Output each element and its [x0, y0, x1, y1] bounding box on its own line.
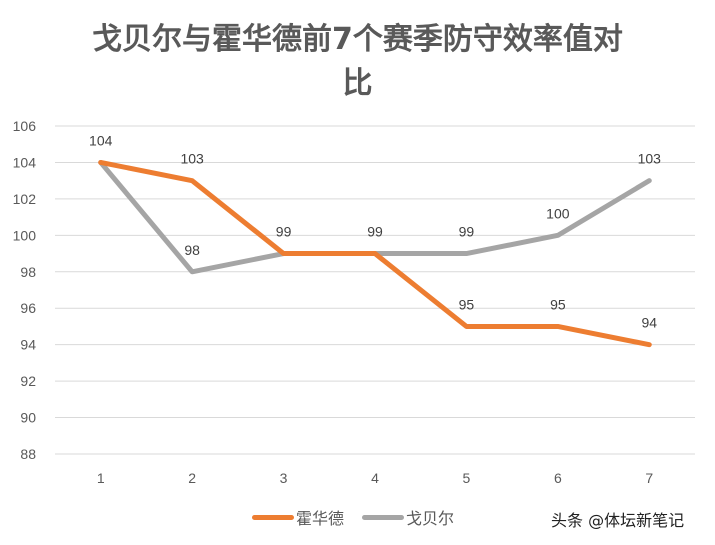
- y-tick-label: 90: [20, 410, 36, 426]
- legend: 霍华德 戈贝尔: [252, 505, 472, 529]
- chart-title-line1: 戈贝尔与霍华德前7个赛季防守效率值对: [92, 22, 623, 57]
- data-label: 95: [550, 296, 566, 312]
- y-tick-label: 100: [13, 227, 37, 243]
- data-label: 95: [459, 296, 475, 312]
- chart-title: 戈贝尔与霍华德前7个赛季防守效率值对 比: [0, 18, 715, 106]
- data-label: 94: [641, 315, 657, 331]
- data-label: 100: [546, 205, 570, 221]
- x-tick-label: 3: [280, 470, 288, 486]
- x-tick-label: 6: [554, 470, 562, 486]
- x-tick-label: 7: [645, 470, 653, 486]
- x-tick-label: 1: [97, 470, 105, 486]
- data-label: 103: [180, 151, 204, 167]
- series-line-howard: [98, 159, 652, 348]
- data-label: 104: [89, 132, 113, 148]
- legend-label-gobert: 戈贝尔: [406, 509, 455, 528]
- data-label: 99: [276, 224, 292, 240]
- data-label: 103: [638, 151, 662, 167]
- y-tick-label: 94: [20, 337, 36, 353]
- legend-item-gobert: 戈贝尔: [362, 505, 454, 529]
- y-tick-label: 104: [13, 154, 37, 170]
- data-label: 98: [184, 242, 200, 258]
- legend-label-howard: 霍华德: [296, 509, 345, 528]
- watermark: 头条 @体坛新笔记: [551, 511, 685, 530]
- data-label: 99: [367, 224, 383, 240]
- y-tick-label: 98: [20, 264, 36, 280]
- y-tick-label: 92: [20, 373, 36, 389]
- x-tick-label: 4: [371, 470, 379, 486]
- y-tick-label: 102: [13, 191, 37, 207]
- legend-swatch-gobert: [362, 514, 405, 520]
- data-label: 99: [459, 224, 475, 240]
- y-tick-label: 96: [20, 300, 36, 316]
- chart-title-line2: 比: [342, 66, 373, 101]
- y-tick-label: 106: [13, 118, 37, 134]
- legend-item-howard: 霍华德: [252, 505, 344, 529]
- y-tick-label: 88: [20, 446, 36, 462]
- legend-swatch-howard: [252, 514, 294, 520]
- x-tick-label: 5: [463, 470, 471, 486]
- x-tick-label: 2: [188, 470, 196, 486]
